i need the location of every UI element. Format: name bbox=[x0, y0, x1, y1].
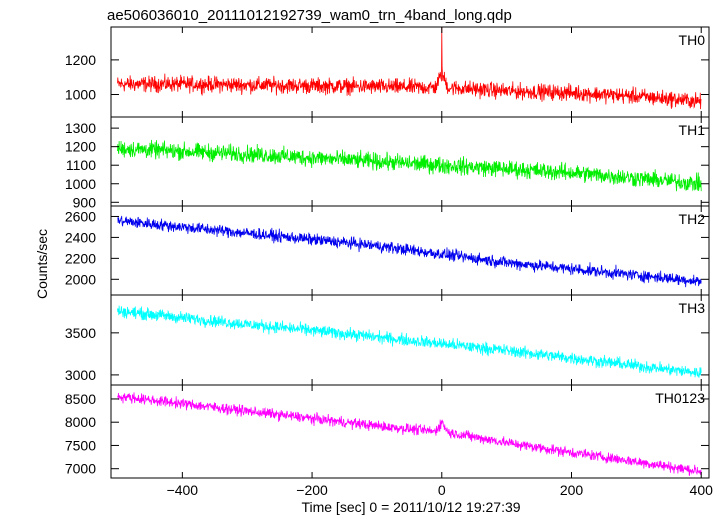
y-tick-label: 1000 bbox=[65, 176, 96, 192]
y-tick-label: 2000 bbox=[65, 271, 96, 287]
panel-label-th2: TH2 bbox=[679, 211, 706, 227]
x-tick-label: 200 bbox=[560, 482, 584, 498]
x-axis-title: Time [sec] 0 = 2011/10/12 19:27:39 bbox=[301, 499, 520, 515]
y-tick-label: 900 bbox=[73, 194, 97, 210]
x-tick-label: −400 bbox=[167, 482, 199, 498]
series-th3 bbox=[117, 305, 702, 378]
y-tick-label: 2400 bbox=[65, 229, 96, 245]
panel-label-th3: TH3 bbox=[679, 300, 706, 316]
panel-label-th1: TH1 bbox=[679, 122, 706, 138]
y-tick-label: 1300 bbox=[65, 120, 96, 136]
series-th0 bbox=[117, 27, 702, 110]
series-th1 bbox=[117, 139, 702, 192]
x-tick-label: 0 bbox=[438, 482, 446, 498]
y-tick-label: 2200 bbox=[65, 250, 96, 266]
y-axis-title: Counts/sec bbox=[34, 229, 50, 299]
y-tick-label: 1100 bbox=[66, 157, 96, 173]
chart-title: ae506036010_20111012192739_wam0_trn_4ban… bbox=[107, 7, 512, 24]
y-tick-label: 8000 bbox=[65, 414, 96, 430]
x-tick-label: 400 bbox=[690, 482, 714, 498]
panel-label-th0: TH0 bbox=[679, 32, 706, 48]
y-tick-label: 1200 bbox=[65, 139, 96, 155]
series-th0123 bbox=[117, 392, 702, 476]
series-th2 bbox=[117, 215, 702, 288]
y-tick-label: 7500 bbox=[65, 437, 96, 453]
y-tick-label: 1200 bbox=[65, 52, 96, 68]
y-tick-label: 7000 bbox=[65, 461, 96, 477]
y-tick-label: 3000 bbox=[65, 367, 96, 383]
panel-label-th0123: TH0123 bbox=[655, 390, 705, 406]
panel-frame-th0123 bbox=[110, 384, 710, 479]
panel-frame-th0 bbox=[110, 26, 710, 118]
y-tick-label: 3500 bbox=[65, 325, 96, 341]
y-tick-label: 1000 bbox=[65, 87, 96, 103]
y-tick-label: 2600 bbox=[65, 208, 96, 224]
y-tick-label: 8500 bbox=[65, 391, 96, 407]
x-tick-label: −200 bbox=[296, 482, 328, 498]
